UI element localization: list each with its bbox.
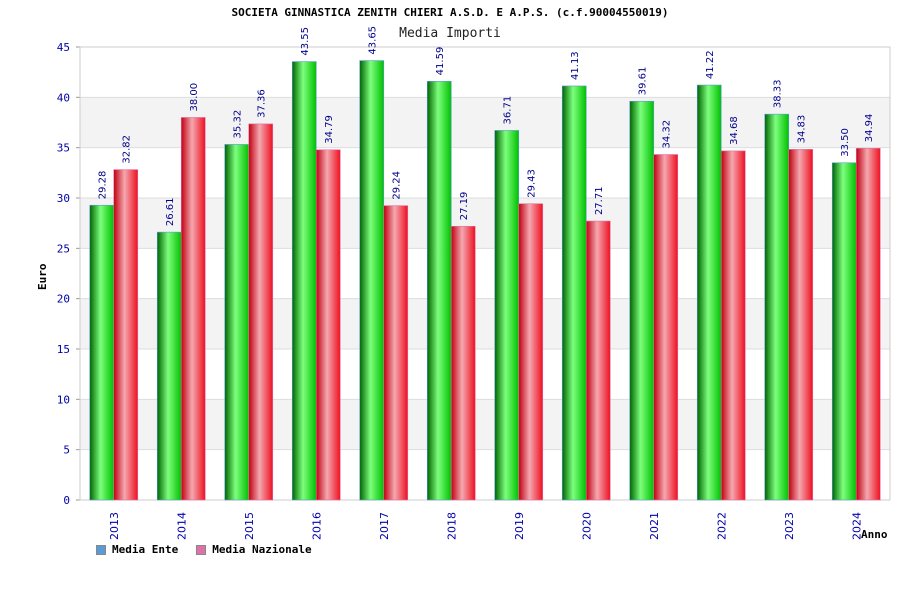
- data-label: 34.68: [729, 116, 740, 145]
- x-tick-label: 2021: [648, 512, 661, 540]
- bar-nazionale: [180, 117, 206, 501]
- y-tick-label: 5: [63, 444, 70, 457]
- grid-band: [80, 298, 890, 349]
- data-label: 34.79: [324, 115, 335, 144]
- y-tick-label: 15: [57, 343, 70, 356]
- x-axis-label: Anno: [861, 528, 888, 541]
- bar-ente: [696, 84, 722, 501]
- legend-item-nazionale: Media Nazionale: [196, 543, 312, 556]
- legend-label-ente: Media Ente: [112, 543, 179, 556]
- bar-ente: [89, 204, 115, 501]
- plot-frame: [79, 46, 891, 501]
- bar-nazionale: [720, 150, 746, 501]
- legend-swatch-nazionale: [196, 544, 207, 555]
- data-label: 34.94: [864, 114, 875, 143]
- bar-ente: [156, 231, 182, 501]
- y-tick-label: 25: [57, 242, 70, 255]
- y-tick-label: 20: [57, 293, 70, 306]
- grid-band: [80, 97, 890, 148]
- data-label: 41.22: [705, 50, 716, 79]
- x-tick-label: 2020: [580, 512, 593, 540]
- y-tick-label: 0: [63, 494, 70, 507]
- data-label: 29.28: [98, 171, 109, 200]
- bar-ente: [224, 144, 250, 501]
- legend-label-nazionale: Media Nazionale: [212, 543, 312, 556]
- bar-nazionale: [315, 149, 341, 501]
- data-label: 43.65: [368, 26, 379, 55]
- x-tick-label: 2024: [850, 512, 863, 540]
- legend-swatch-ente: [96, 544, 106, 555]
- x-tick-label: 2019: [513, 512, 526, 540]
- data-label: 32.82: [122, 135, 133, 164]
- data-label: 41.59: [435, 47, 446, 76]
- data-label: 26.61: [165, 197, 176, 226]
- y-tick-label: 10: [57, 393, 70, 406]
- legend-item-ente: Media Ente: [96, 543, 178, 556]
- data-label: 37.36: [257, 89, 268, 118]
- bar-nazionale: [653, 154, 679, 501]
- data-label: 43.55: [300, 27, 311, 56]
- bar-ente: [291, 61, 317, 501]
- grid-band: [80, 198, 890, 249]
- bar-ente: [831, 162, 857, 501]
- data-label: 34.83: [797, 115, 808, 144]
- x-tick-label: 2013: [108, 512, 121, 540]
- x-tick-label: 2018: [445, 512, 458, 540]
- bar-nazionale: [518, 203, 544, 501]
- x-tick-label: 2015: [243, 512, 256, 540]
- x-tick-label: 2022: [715, 512, 728, 540]
- x-tick-label: 2017: [378, 512, 391, 540]
- data-label: 29.43: [527, 169, 538, 198]
- x-tick-label: 2016: [310, 512, 323, 540]
- data-label: 38.00: [189, 83, 200, 112]
- data-label: 34.32: [662, 120, 673, 149]
- data-label: 38.33: [773, 80, 784, 109]
- bar-ente: [494, 130, 520, 501]
- legend: Media Ente Media Nazionale: [96, 543, 312, 556]
- x-tick-label: 2014: [175, 512, 188, 540]
- chart-title: SOCIETA GINNASTICA ZENITH CHIERI A.S.D. …: [231, 6, 669, 19]
- data-label: 27.71: [594, 186, 605, 215]
- data-label: 27.19: [459, 192, 470, 221]
- data-label: 41.13: [570, 51, 581, 80]
- grid-band: [80, 399, 890, 450]
- bar-ente: [764, 113, 790, 501]
- y-tick-label: 30: [57, 192, 70, 205]
- bar-ente: [629, 100, 655, 501]
- data-label: 29.24: [392, 171, 403, 200]
- x-tick-label: 2023: [783, 512, 796, 540]
- data-label: 39.61: [638, 67, 649, 96]
- data-label: 35.32: [233, 110, 244, 139]
- bar-nazionale: [788, 149, 814, 501]
- chart-subtitle: Media Importi: [399, 26, 501, 41]
- bar-nazionale: [450, 225, 476, 501]
- bar-ente: [359, 60, 385, 501]
- y-tick-label: 40: [57, 91, 70, 104]
- bar-ente: [426, 81, 452, 501]
- data-label: 33.50: [840, 128, 851, 157]
- bar-nazionale: [248, 123, 274, 501]
- bar-nazionale: [383, 205, 409, 501]
- y-tick-label: 45: [57, 41, 70, 54]
- bar-nazionale: [113, 169, 139, 501]
- bar-nazionale: [855, 147, 881, 501]
- y-tick-label: 35: [57, 142, 70, 155]
- bar-nazionale: [585, 220, 611, 501]
- data-label: 36.71: [503, 96, 514, 125]
- bar-ente: [561, 85, 587, 501]
